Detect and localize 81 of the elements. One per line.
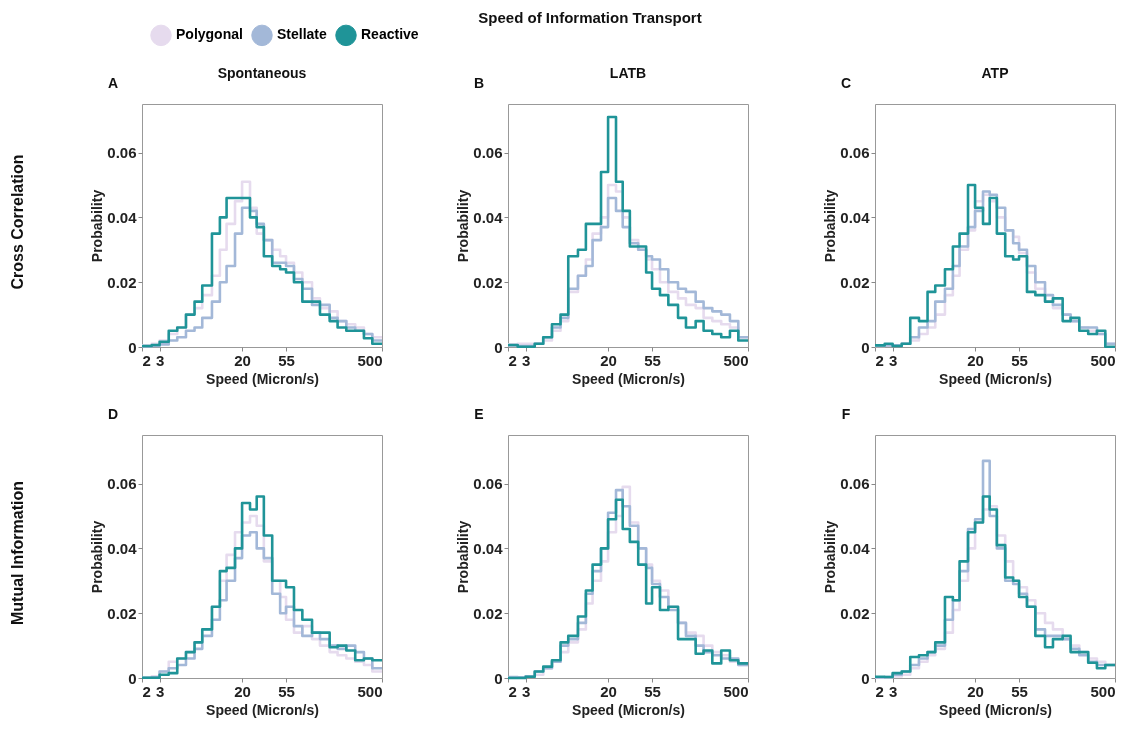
- x-tick-label: 20: [600, 682, 617, 700]
- chart-title: D: [107, 406, 119, 422]
- y-tick-label: 0: [128, 669, 137, 687]
- y-axis-title: Probability: [822, 520, 839, 594]
- y-axis-title: Probability: [89, 520, 106, 594]
- y-tick-label: 0.04: [840, 208, 871, 226]
- x-tick-label: 3: [155, 351, 165, 369]
- y-tick-label: 0.02: [473, 273, 503, 291]
- x-tick-label: 3: [888, 682, 898, 700]
- x-tick-label: 500: [1090, 351, 1116, 369]
- y-tick-label: 0.02: [840, 273, 870, 291]
- x-tick-label: 2: [142, 351, 151, 369]
- y-tick-label: 0.06: [473, 475, 503, 493]
- y-tick-label: 0.06: [107, 144, 137, 162]
- y-tick-label: 0.04: [473, 539, 504, 557]
- x-tick-label: 500: [1090, 682, 1116, 700]
- x-axis-title: Speed (Micron/s): [206, 370, 319, 387]
- x-axis-title: Speed (Micron/s): [206, 701, 319, 718]
- chart-subtitle: ATP: [981, 65, 1009, 81]
- x-tick-label: 55: [278, 682, 295, 700]
- x-tick-label: 20: [967, 682, 984, 700]
- y-tick-label: 0.04: [107, 539, 138, 557]
- x-tick-label: 55: [278, 351, 295, 369]
- y-tick-label: 0.02: [840, 604, 870, 622]
- chart-title: F: [841, 406, 851, 422]
- y-tick-label: 0: [861, 669, 870, 687]
- chart-title: B: [473, 75, 485, 91]
- chart-title: E: [474, 406, 484, 422]
- y-tick-label: 0.02: [107, 273, 137, 291]
- legend-label: Reactive: [361, 26, 419, 43]
- x-axis-title: Speed (Micron/s): [939, 370, 1052, 387]
- y-tick-label: 0.06: [840, 475, 870, 493]
- x-tick-label: 55: [644, 351, 661, 369]
- x-tick-label: 2: [875, 351, 884, 369]
- y-axis-title: Probability: [455, 520, 472, 594]
- y-tick-label: 0.02: [107, 604, 137, 622]
- x-tick-label: 3: [888, 351, 898, 369]
- text: Mutual Information: [9, 480, 27, 625]
- legend-label: Polygonal: [176, 26, 243, 43]
- x-tick-label: 55: [1011, 682, 1028, 700]
- x-axis-title: Speed (Micron/s): [572, 701, 685, 718]
- y-tick-label: 0.02: [473, 604, 503, 622]
- x-tick-label: 55: [644, 682, 661, 700]
- y-tick-label: 0.04: [107, 208, 138, 226]
- y-axis-title: Probability: [89, 189, 106, 263]
- x-tick-label: 2: [508, 682, 517, 700]
- y-tick-label: 0.04: [473, 208, 504, 226]
- x-tick-label: 20: [600, 351, 617, 369]
- y-tick-label: 0: [494, 338, 503, 356]
- y-tick-label: 0.06: [840, 144, 870, 162]
- x-tick-label: 20: [234, 351, 251, 369]
- y-axis-title: Probability: [455, 189, 472, 263]
- y-tick-label: 0.06: [107, 475, 137, 493]
- x-axis-title: Speed (Micron/s): [572, 370, 685, 387]
- y-axis-title: Probability: [822, 189, 839, 263]
- chart-subtitle: Spontaneous: [217, 65, 307, 81]
- x-axis-title: Speed (Micron/s): [939, 701, 1052, 718]
- chart-title: A: [107, 75, 119, 91]
- text: Speed of Information Transport: [478, 8, 702, 26]
- x-tick-label: 2: [875, 682, 884, 700]
- x-tick-label: 3: [521, 682, 531, 700]
- y-tick-label: 0: [128, 338, 137, 356]
- y-tick-label: 0.06: [473, 144, 503, 162]
- x-tick-label: 55: [1011, 351, 1028, 369]
- x-tick-label: 500: [723, 682, 749, 700]
- x-tick-label: 500: [723, 351, 749, 369]
- y-tick-label: 0.04: [840, 539, 871, 557]
- x-tick-label: 500: [357, 682, 383, 700]
- x-tick-label: 2: [508, 351, 517, 369]
- x-tick-label: 20: [234, 682, 251, 700]
- x-tick-label: 3: [521, 351, 531, 369]
- y-tick-label: 0: [494, 669, 503, 687]
- x-tick-label: 500: [357, 351, 383, 369]
- x-tick-label: 3: [155, 682, 165, 700]
- x-tick-label: 2: [142, 682, 151, 700]
- legend-label: Stellate: [277, 26, 328, 43]
- text: Cross Correlation: [9, 153, 27, 290]
- chart-title: C: [840, 75, 852, 91]
- chart-subtitle: LATB: [609, 65, 647, 81]
- y-tick-label: 0: [861, 338, 870, 356]
- x-tick-label: 20: [967, 351, 984, 369]
